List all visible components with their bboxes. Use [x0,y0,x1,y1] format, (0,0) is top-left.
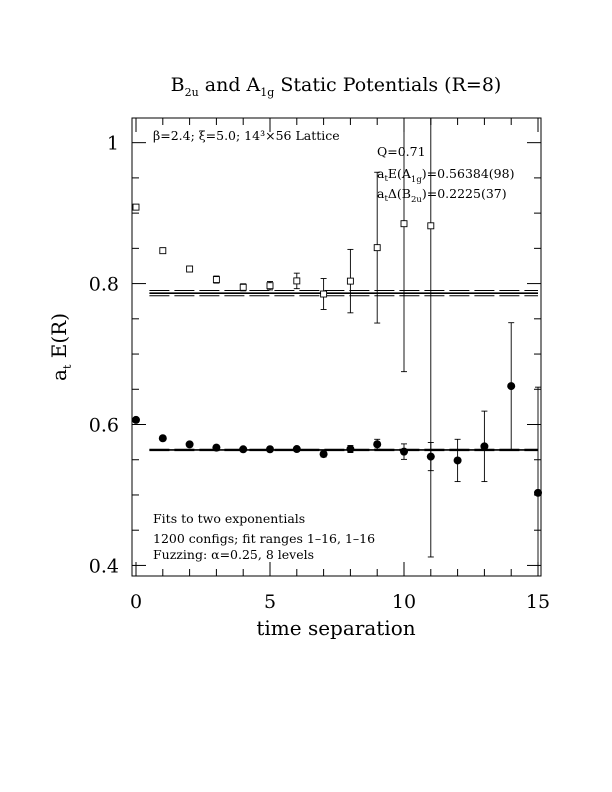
filled-circle-marker [212,443,221,452]
y-axis-label-main: a [47,369,71,381]
a1g-point [239,445,248,454]
x-tick-label: 5 [264,591,276,613]
filled-circle-marker [507,382,516,391]
filled-circle-marker [292,445,301,454]
a1g-point [453,438,462,483]
a1g-point [319,450,328,459]
b2u-sub2: 2u [411,195,422,205]
plot-frame [131,117,542,577]
b2u-point [320,278,328,310]
chart-title: B2u and A1g Static Potentials (R=8) [171,74,502,99]
a1g-point [400,443,408,460]
data-marks [132,117,542,577]
note-configs: 1200 configs; fit ranges 1–16, 1–16 [153,531,375,546]
filled-circle-marker [319,450,328,459]
b2u-point [132,203,140,211]
a1g-post: )=0.56384(98) [422,166,515,181]
title-part-1: and A [199,74,261,96]
y-axis-label-sub: t [61,364,74,369]
open-square-marker [427,222,435,230]
b2u-point [373,171,381,324]
b2u-fit-label: atΔ(B2u)=0.2225(37) [377,186,507,205]
open-square-marker [132,203,140,211]
b2u-point [346,248,354,314]
a1g-mid: E(A [388,166,412,181]
filled-circle-marker [346,445,355,454]
open-square-marker [266,282,274,290]
b2u-point [239,283,247,292]
fit-lines [149,290,538,452]
open-square-marker [320,290,328,298]
a1g-point [185,440,194,449]
b2u-post: )=0.2225(37) [422,186,507,201]
title-sub-0: 2u [185,86,199,99]
note-fuzzing: Fuzzing: α=0.25, 8 levels [153,547,314,562]
filled-circle-marker [373,440,382,449]
filled-circle-marker [158,434,167,443]
y-tick-label: 0.6 [89,415,119,437]
a1g-pre: a [377,166,385,181]
b2u-point [159,247,167,255]
b2u-point [400,117,408,373]
a1g-point [158,434,167,443]
open-square-marker [400,220,408,228]
a1g-fit-label: atE(A1g)=0.56384(98) [377,166,514,185]
a1g-point [346,445,355,454]
filled-circle-marker [185,440,194,449]
open-square-marker [212,276,220,284]
a1g-sub1: t [384,174,388,184]
x-tick-label: 10 [392,591,416,613]
a1g-point [507,322,516,450]
open-square-marker [186,265,194,273]
b2u-point [186,265,194,273]
y-tick-label: 1 [107,133,119,155]
b2u-pre: a [377,186,385,201]
b2u-point [266,281,274,291]
a1g-point [212,443,221,452]
a1g-point [480,410,489,483]
title-part-2: Static Potentials (R=8) [274,74,501,96]
a1g-point [266,445,274,454]
filled-circle-marker [400,447,408,456]
filled-circle-marker [239,445,248,454]
x-axis-label: time separation [256,616,415,640]
a1g-point [373,438,382,450]
b2u-point [293,272,301,290]
q-label: Q=0.71 [377,144,426,159]
b2u-sub1: t [384,194,388,204]
filled-circle-marker [480,442,489,451]
lattice-label: β=2.4; ξ=5.0; 14³×56 Lattice [153,128,340,143]
b2u-point [212,275,220,284]
a1g-point [132,415,140,424]
open-square-marker [373,244,381,252]
y-axis-label: at E(R) [47,313,74,381]
y-axis-label-rest: E(R) [47,313,71,365]
x-tick-label: 15 [526,591,550,613]
filled-circle-marker [453,456,462,465]
b2u-mid: Δ(B [388,186,411,201]
b2u-point [427,117,435,558]
open-square-marker [346,277,354,285]
filled-circle-marker [266,445,274,454]
filled-circle-marker [132,415,140,424]
open-square-marker [159,247,167,255]
open-square-marker [239,283,247,291]
note-fit-type: Fits to two exponentials [153,511,305,526]
filled-circle-marker [534,488,542,497]
a1g-sub2: 1g [411,175,422,185]
a1g-point [534,386,542,577]
a1g-point [292,445,301,454]
title-part-0: B [171,74,185,96]
y-tick-label: 0.4 [89,555,119,577]
title-sub-1: 1g [260,86,274,99]
x-tick-label: 0 [130,591,142,613]
y-tick-label: 0.8 [89,274,119,296]
open-square-marker [293,277,301,285]
